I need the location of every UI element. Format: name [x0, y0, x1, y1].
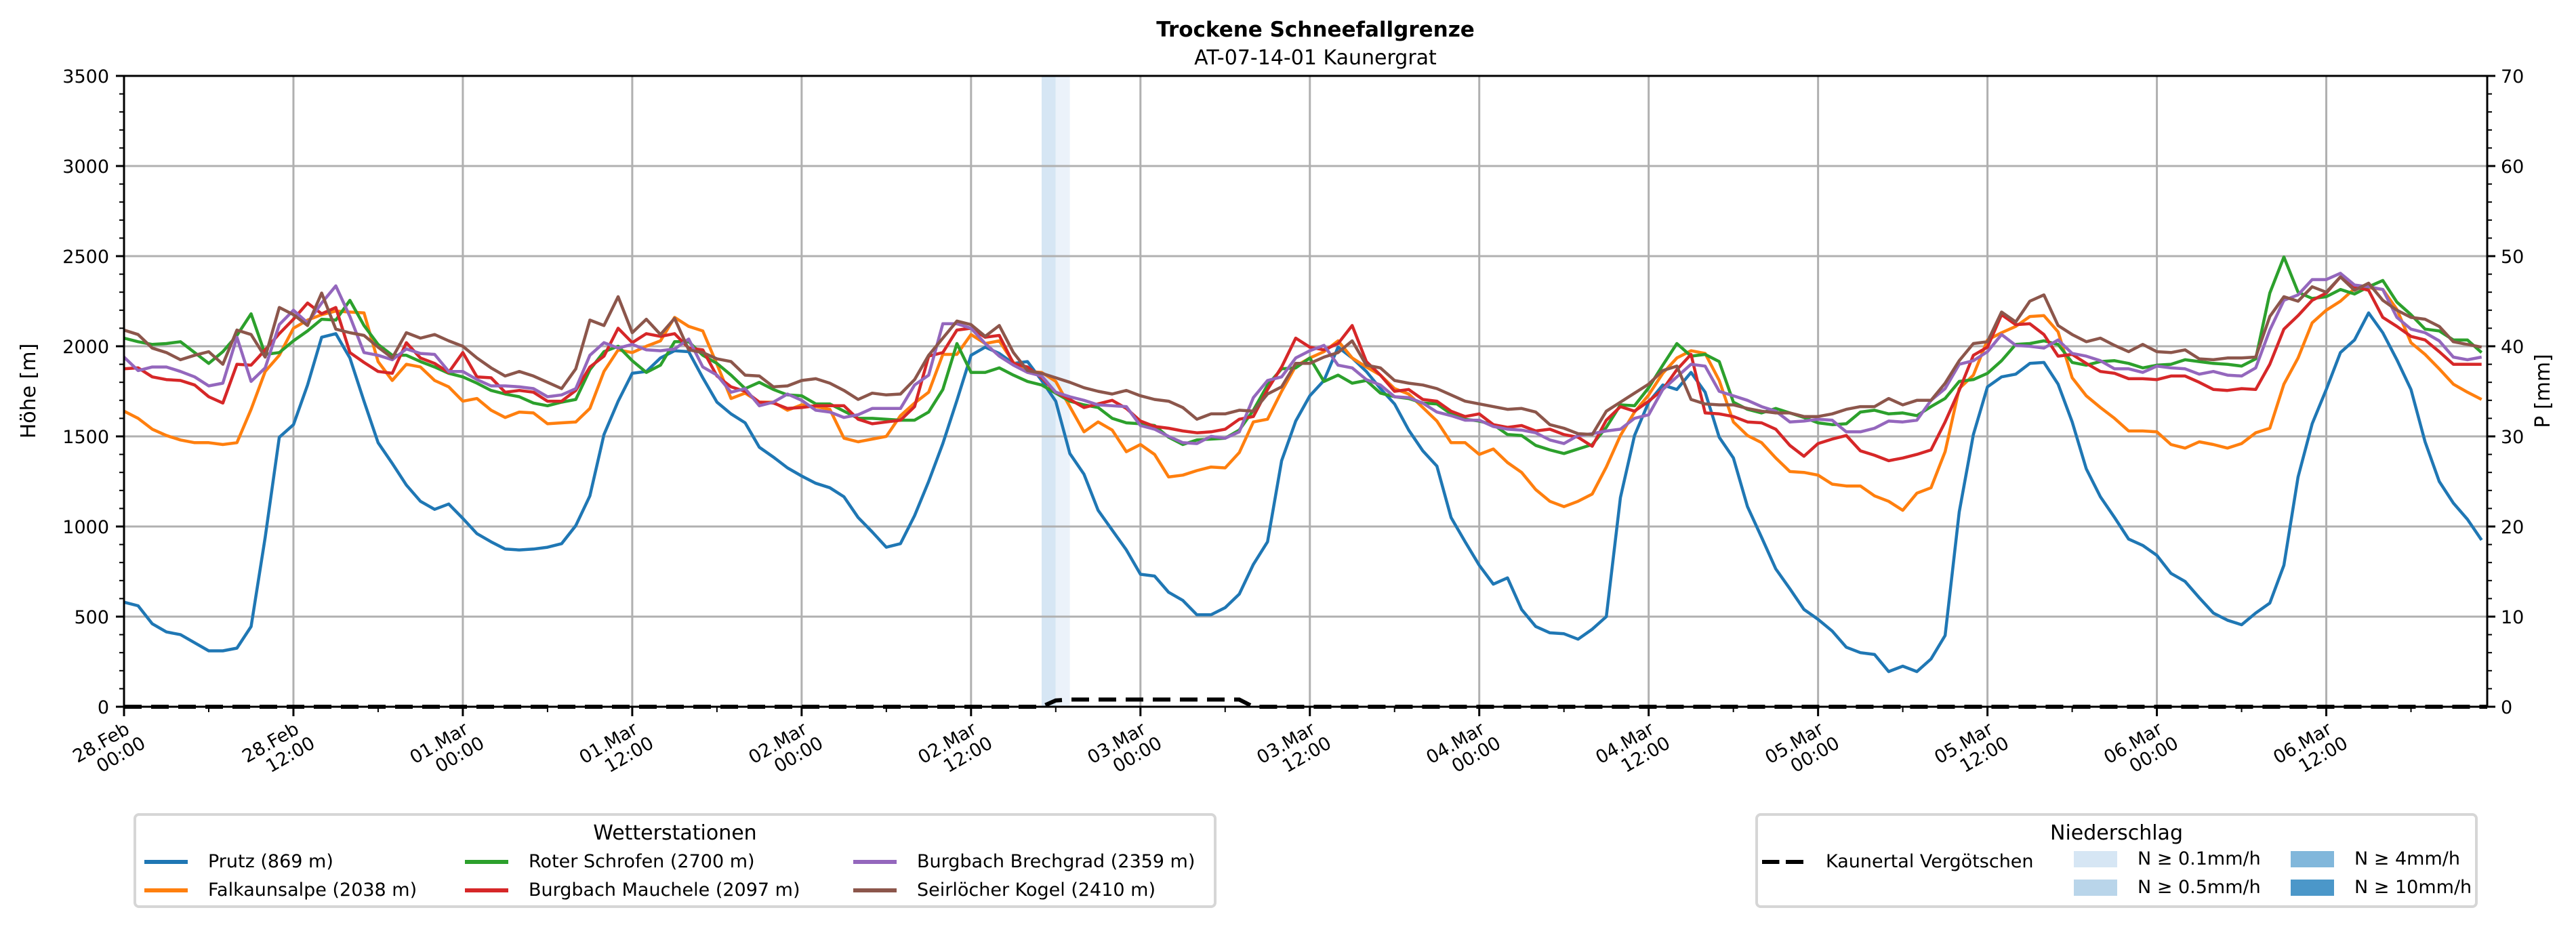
legend-label: Seirlöcher Kogel (2410 m) [917, 880, 1156, 901]
legend-line-burgbach-mauchele [465, 888, 508, 892]
y-right-tick-label: 40 [2501, 337, 2524, 358]
legend-label: N ≥ 0.1mm/h [2138, 848, 2261, 869]
legend-dashed-line [1762, 859, 1805, 864]
legend-stations: Wetterstationen Prutz (869 m) Falkaunsal… [134, 813, 1217, 908]
y-tick-label: 500 [74, 607, 109, 628]
legend-item-falkaunsalpe: Falkaunsalpe (2038 m) [144, 880, 417, 901]
legend-swatch-10 [2291, 879, 2334, 896]
legend-item-roter-schrofen: Roter Schrofen (2700 m) [465, 851, 755, 872]
legend-line-falkaunsalpe [144, 888, 188, 892]
legend-item-burgbach-brechgrad: Burgbach Brechgrad (2359 m) [853, 851, 1195, 872]
y-tick-label: 2000 [62, 337, 109, 358]
y-right-tick-label: 60 [2501, 157, 2524, 178]
y-right-tick-label: 50 [2501, 247, 2524, 268]
precip-line [124, 697, 2487, 709]
legend-item-seirloecher-kogel: Seirlöcher Kogel (2410 m) [853, 880, 1156, 901]
y-axis-right-label: P [mm] [2531, 354, 2555, 428]
y-right-tick-label: 10 [2501, 607, 2524, 628]
y-tick-label: 3500 [62, 66, 109, 87]
legend-line-roter-schrofen [465, 859, 508, 864]
legend-swatch-4 [2291, 850, 2334, 867]
chart-subtitle: AT-07-14-01 Kaunergrat [1194, 46, 1437, 70]
y-tick-label: 0 [98, 697, 109, 718]
legend-label: N ≥ 4mm/h [2354, 848, 2460, 869]
legend-precipitation: Niederschlag Kaunertal Vergötschen N ≥ 0… [1755, 813, 2478, 908]
legend-item-precip-0-5: N ≥ 0.5mm/h [2074, 877, 2261, 898]
legend-label: Burgbach Mauchele (2097 m) [529, 880, 800, 901]
y-right-tick-label: 70 [2501, 66, 2524, 87]
y-axis-label: Höhe [m] [17, 344, 41, 439]
y-axis-left: 0 500 1000 1500 2000 2500 3000 3500 [62, 66, 124, 718]
legend-item-kaunertal: Kaunertal Vergötschen [1762, 851, 2034, 872]
series-lines [123, 255, 2483, 674]
plot-frame [123, 75, 2489, 708]
legend-label: Prutz (869 m) [208, 851, 333, 872]
legend-item-precip-10: N ≥ 10mm/h [2291, 877, 2472, 898]
legend-label: Kaunertal Vergötschen [1826, 851, 2034, 872]
series-line-0 [123, 311, 2483, 674]
y-tick-label: 2500 [62, 247, 109, 268]
legend-item-prutz: Prutz (869 m) [144, 851, 333, 872]
legend-item-burgbach-mauchele: Burgbach Mauchele (2097 m) [465, 880, 800, 901]
grid [124, 76, 2487, 707]
legend-label: N ≥ 0.5mm/h [2138, 877, 2261, 898]
y-tick-label: 1000 [62, 517, 109, 538]
legend-line-prutz [144, 859, 188, 864]
legend-swatch-0-1 [2074, 850, 2117, 867]
y-tick-label: 3000 [62, 157, 109, 178]
y-axis-right: 0 10 20 30 40 50 60 70 [2487, 66, 2524, 718]
legend-swatch-0-5 [2074, 879, 2117, 896]
legend-label: Falkaunsalpe (2038 m) [208, 880, 417, 901]
legend-stations-title: Wetterstationen [593, 821, 757, 845]
series-line-3 [123, 275, 2482, 463]
legend-line-seirloecher-kogel [853, 888, 897, 892]
y-right-tick-label: 0 [2501, 697, 2512, 718]
series-line-5 [123, 275, 2482, 436]
legend-item-precip-4: N ≥ 4mm/h [2291, 848, 2460, 869]
y-tick-label: 1500 [62, 427, 109, 448]
series-line-4 [123, 272, 2482, 445]
legend-label: Burgbach Brechgrad (2359 m) [917, 851, 1195, 872]
y-right-tick-label: 20 [2501, 517, 2524, 538]
series-line-1 [123, 286, 2482, 512]
legend-line-burgbach-brechgrad [853, 859, 897, 864]
legend-label: Roter Schrofen (2700 m) [529, 851, 755, 872]
chart-title: Trockene Schneefallgrenze [1156, 18, 1475, 42]
y-right-tick-label: 30 [2501, 427, 2524, 448]
legend-label: N ≥ 10mm/h [2354, 877, 2472, 898]
legend-item-precip-0-1: N ≥ 0.1mm/h [2074, 848, 2261, 869]
precip-line-group [124, 697, 2487, 709]
legend-precip-title: Niederschlag [2050, 821, 2183, 845]
